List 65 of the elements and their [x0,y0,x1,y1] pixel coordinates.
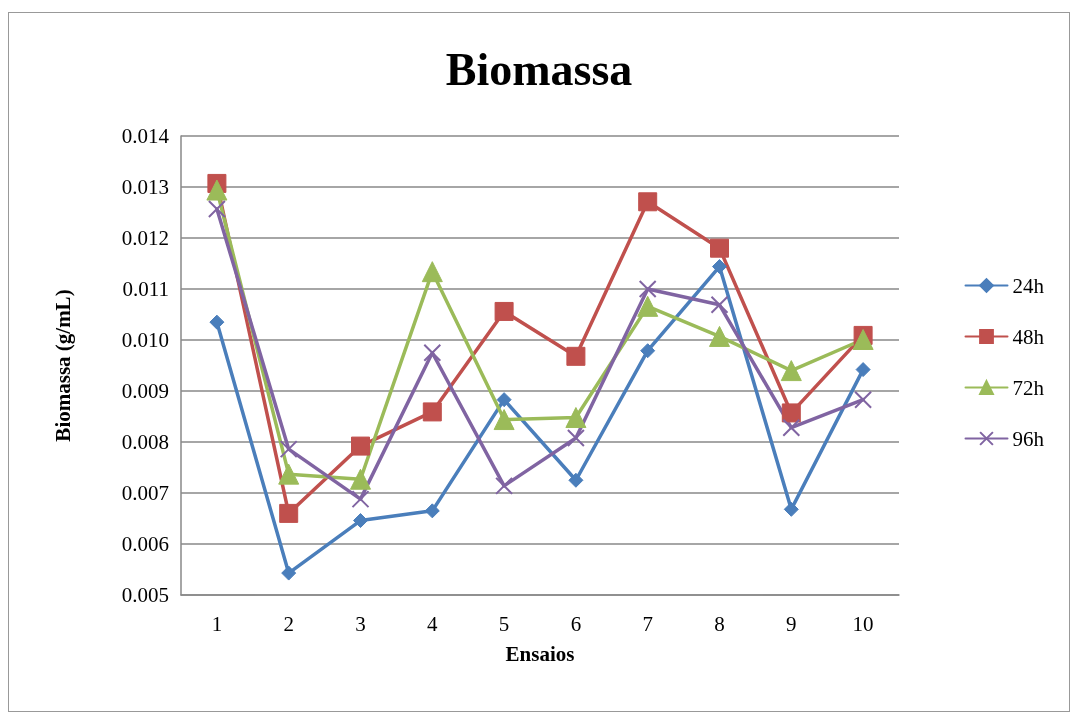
y-tick-label: 0.009 [121,379,169,403]
x-tick-label: 7 [642,611,653,636]
point [854,390,873,409]
x-axis-title: Ensaios [505,641,575,666]
y-tick-label: 0.005 [121,583,169,607]
point [852,328,874,350]
point [423,343,442,362]
x-tick-label: 4 [427,611,439,636]
point [855,362,871,378]
point [638,280,657,298]
point [637,295,659,317]
point [494,301,514,321]
point [422,402,442,422]
y-tick-label: 0.014 [121,124,170,148]
legend-label: 72h [1012,375,1045,400]
point [782,418,801,437]
point [424,503,440,519]
point [350,468,371,490]
x-tick-label: 8 [714,611,725,636]
point [783,501,799,517]
y-tick-label: 0.006 [121,532,169,556]
y-tick-label: 0.012 [121,226,169,250]
y-tick-label: 0.007 [121,481,169,505]
point [493,409,515,431]
point [496,392,512,408]
y-tick-label: 0.013 [121,175,169,199]
point [568,472,584,488]
point [279,440,298,459]
point [710,238,729,258]
point [351,490,370,509]
x-tick-label: 2 [283,611,294,636]
x-tick-label: 10 [852,611,874,636]
point [281,565,297,581]
x-tick-label: 3 [355,611,366,636]
point [566,428,585,447]
y-tick-label: 0.008 [121,430,169,454]
legend-label: 24h [1012,273,1045,298]
point [209,314,225,330]
y-axis-title: Biomassa (g/mL) [50,289,75,442]
y-tick-label: 0.011 [122,277,169,301]
point [279,503,299,523]
point [206,179,228,201]
chart-title: Biomassa [445,43,633,95]
point [566,346,586,366]
point [710,295,729,314]
x-tick-label: 5 [498,611,510,636]
point [495,476,514,495]
x-tick-label: 6 [570,611,582,636]
point [207,199,226,218]
point [421,261,443,283]
y-tick-label: 0.010 [121,328,169,352]
point [353,513,368,529]
legend-label: 96h [1012,426,1045,451]
point [278,463,300,485]
point [780,360,802,382]
point [781,403,801,423]
point [640,343,656,359]
point [638,192,658,212]
x-tick-label: 9 [786,611,797,636]
point [709,325,730,347]
point [712,259,727,275]
point [565,407,587,429]
point [351,436,370,456]
legend-label: 48h [1012,324,1045,349]
x-tick-label: 1 [211,611,223,636]
